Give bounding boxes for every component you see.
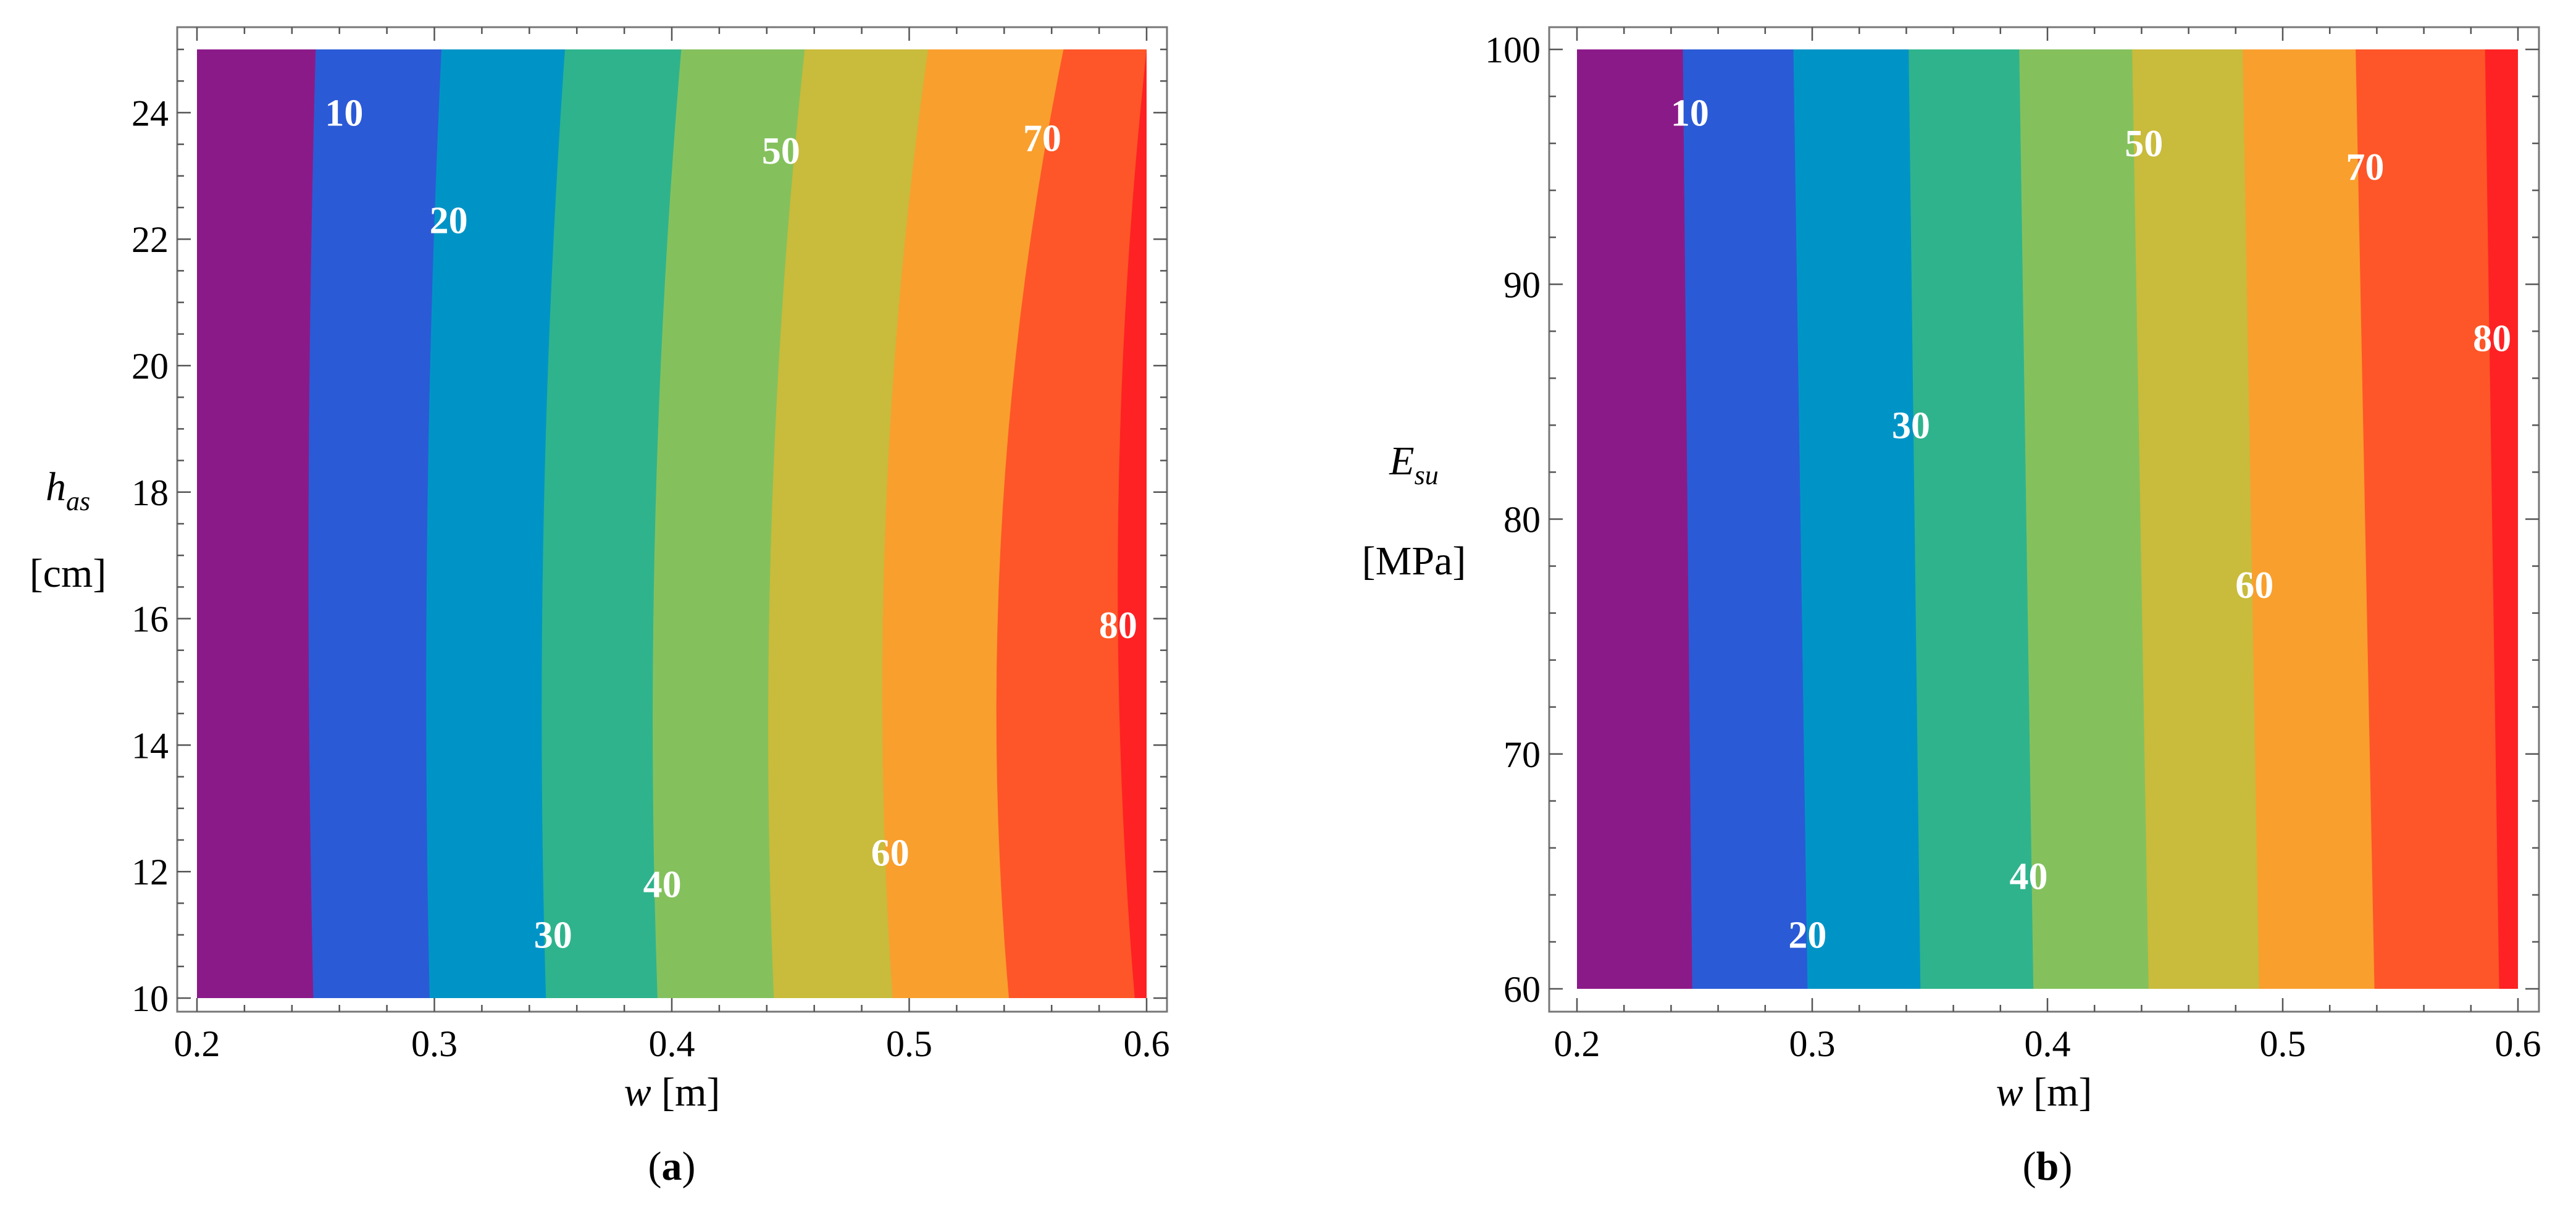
contour-label-30: 30 <box>534 915 572 957</box>
contour-band-above-70 <box>996 49 1147 998</box>
y-tick-label: 10 <box>132 978 169 1019</box>
y-tick-label: 12 <box>132 852 169 892</box>
x-axis-label: w [m] <box>1996 1070 2093 1115</box>
x-tick-label: 0.4 <box>649 1023 695 1064</box>
contour-label-20: 20 <box>430 199 468 241</box>
x-tick-label: 0.2 <box>1554 1023 1600 1064</box>
y-tick-label: 22 <box>132 219 169 260</box>
contour-label-80: 80 <box>2473 318 2511 360</box>
panel-label: (a) <box>648 1144 696 1189</box>
x-axis-label: w [m] <box>624 1070 721 1115</box>
contour-label-50: 50 <box>762 130 800 172</box>
contour-label-10: 10 <box>1671 93 1709 135</box>
contour-label-70: 70 <box>1023 117 1061 159</box>
x-tick-label: 0.6 <box>2495 1023 2541 1064</box>
panel-a: 0.2 0.3 0.4 0.5 0.6 10 12 14 16 18 20 22 24 10 20 30 40 5… <box>30 26 1170 1189</box>
x-tick-label: 0.6 <box>1124 1023 1170 1064</box>
y-tick-label: 80 <box>1503 500 1541 540</box>
x-tick-label: 0.5 <box>2260 1023 2306 1064</box>
contour-label-40: 40 <box>2010 855 2048 897</box>
y-tick-label: 18 <box>132 472 169 513</box>
contour-band-above-70 <box>2356 49 2518 989</box>
y-tick-label: 90 <box>1503 264 1541 305</box>
contour-label-70: 70 <box>2346 146 2384 188</box>
y-axis-label: Esu <box>1389 439 1438 490</box>
y-tick-label: 60 <box>1503 969 1541 1010</box>
x-tick-label: 0.5 <box>886 1023 932 1064</box>
contour-label-80: 80 <box>1099 605 1137 647</box>
y-tick-label: 100 <box>1485 30 1541 70</box>
y-axis-unit: [MPa] <box>1362 539 1466 584</box>
y-axis-unit: [cm] <box>30 551 107 596</box>
contour-band-above-80 <box>2485 49 2518 989</box>
contour-label-60: 60 <box>2235 565 2273 607</box>
contour-label-20: 20 <box>1788 915 1826 957</box>
x-tick-label: 0.3 <box>1789 1023 1836 1064</box>
x-tick-label: 0.3 <box>411 1023 458 1064</box>
contour-label-10: 10 <box>325 92 363 134</box>
contour-band-above-80 <box>1118 49 1147 998</box>
y-tick-label: 14 <box>132 725 169 766</box>
y-tick-label: 20 <box>132 346 169 387</box>
y-tick-label: 24 <box>132 93 169 133</box>
panel-b: 0.2 0.3 0.4 0.5 0.6 60 70 80 90 100 10 20 30 40 50 60 70… <box>1362 26 2541 1189</box>
y-axis-label: has <box>46 464 90 516</box>
contour-label-60: 60 <box>871 832 910 874</box>
y-tick-label: 16 <box>132 599 169 640</box>
contour-label-50: 50 <box>2125 123 2163 165</box>
contour-label-40: 40 <box>643 864 682 906</box>
y-tick-label: 70 <box>1503 734 1541 775</box>
contour-label-30: 30 <box>1892 405 1930 447</box>
panel-label: (b) <box>2023 1144 2073 1189</box>
x-tick-label: 0.4 <box>2025 1023 2071 1064</box>
x-tick-label: 0.2 <box>174 1023 220 1064</box>
